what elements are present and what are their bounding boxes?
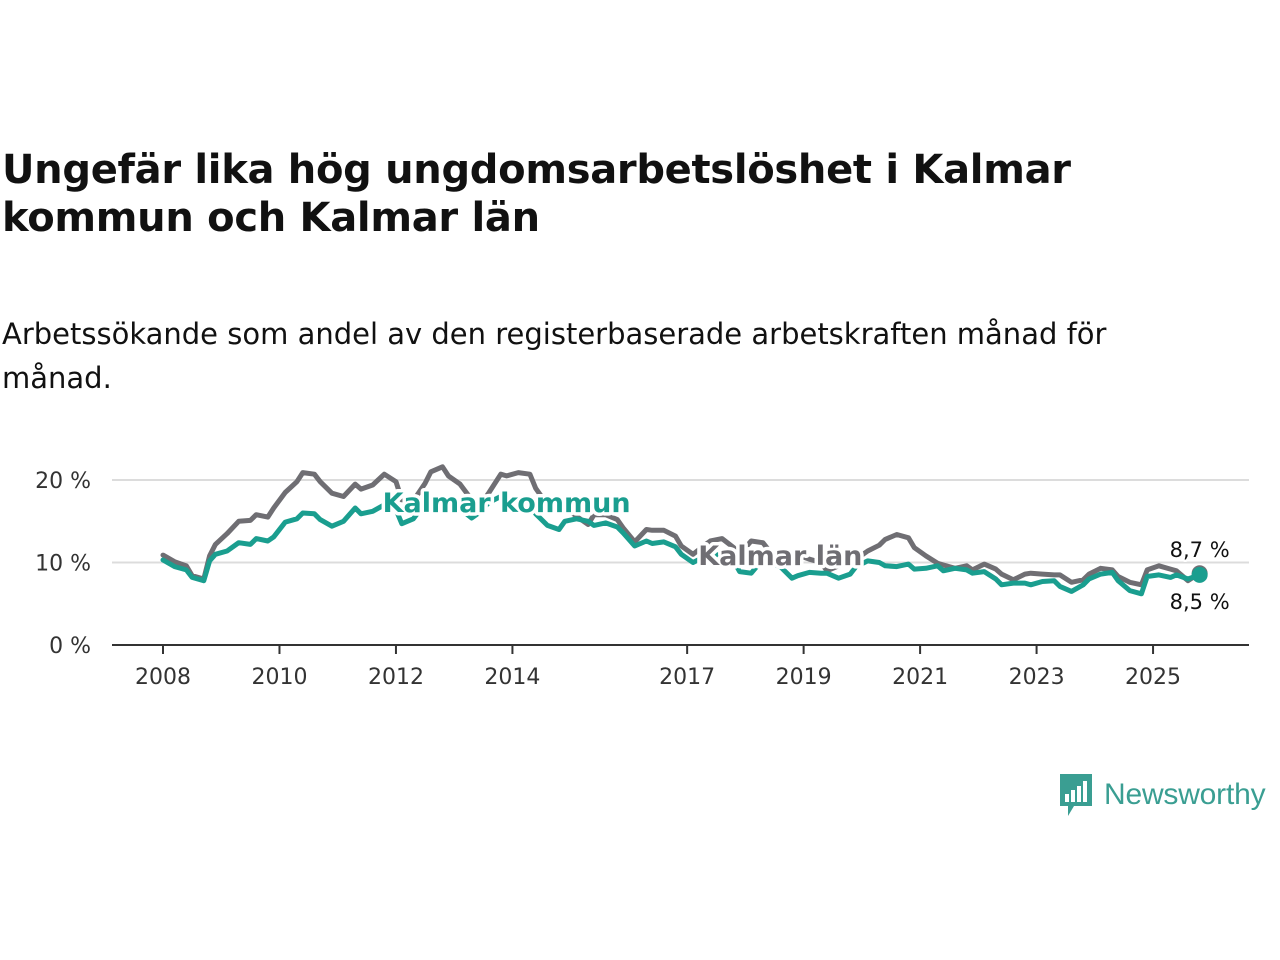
line-chart: 0 % 10 % 20 % 2008 2010 2012 2014 2017 2019 2021…	[35, 464, 1249, 690]
series-label-lan: Kalmar län	[698, 541, 862, 572]
y-axis-tick-labels: 0 % 10 % 20 %	[35, 469, 91, 659]
y-tick-label: 20 %	[35, 469, 91, 494]
chart-title: Ungefär lika hög ungdomsarbetslöshet i K…	[2, 147, 1071, 241]
chart-subtitle: Arbetssökande som andel av den registerb…	[2, 317, 1107, 395]
logo-text: Newsworthy	[1104, 778, 1266, 811]
series-line-kommun	[160, 494, 1203, 597]
gridlines	[112, 479, 1249, 564]
end-value-label-lan: 8,7 %	[1170, 538, 1230, 562]
x-axis-ticks: 2008 2010 2012 2014 2017 2019 2021 2023 2025	[135, 645, 1181, 690]
y-tick-label: 10 %	[35, 552, 91, 577]
end-value-label-kommun: 8,5 %	[1170, 590, 1230, 614]
x-tick-label: 2017	[659, 665, 715, 690]
series-lines	[160, 464, 1208, 597]
x-tick-label: 2025	[1125, 665, 1181, 690]
newsworthy-chat-chart-icon	[1060, 774, 1092, 816]
series-end-marker-kommun	[1191, 566, 1208, 583]
series-labels: Kalmar län Kalmar kommun 8,7 % 8,5 %	[379, 485, 1232, 617]
x-tick-label: 2014	[484, 665, 540, 690]
x-tick-label: 2008	[135, 665, 191, 690]
x-tick-label: 2019	[776, 665, 832, 690]
series-line-lan	[160, 464, 1203, 588]
y-tick-label: 0 %	[49, 634, 91, 659]
series-label-kommun: Kalmar kommun	[383, 488, 631, 519]
x-tick-label: 2021	[892, 665, 948, 690]
x-tick-label: 2023	[1009, 665, 1065, 690]
x-tick-label: 2012	[368, 665, 424, 690]
newsworthy-logo[interactable]: Newsworthy	[1058, 772, 1266, 818]
x-tick-label: 2010	[251, 665, 307, 690]
